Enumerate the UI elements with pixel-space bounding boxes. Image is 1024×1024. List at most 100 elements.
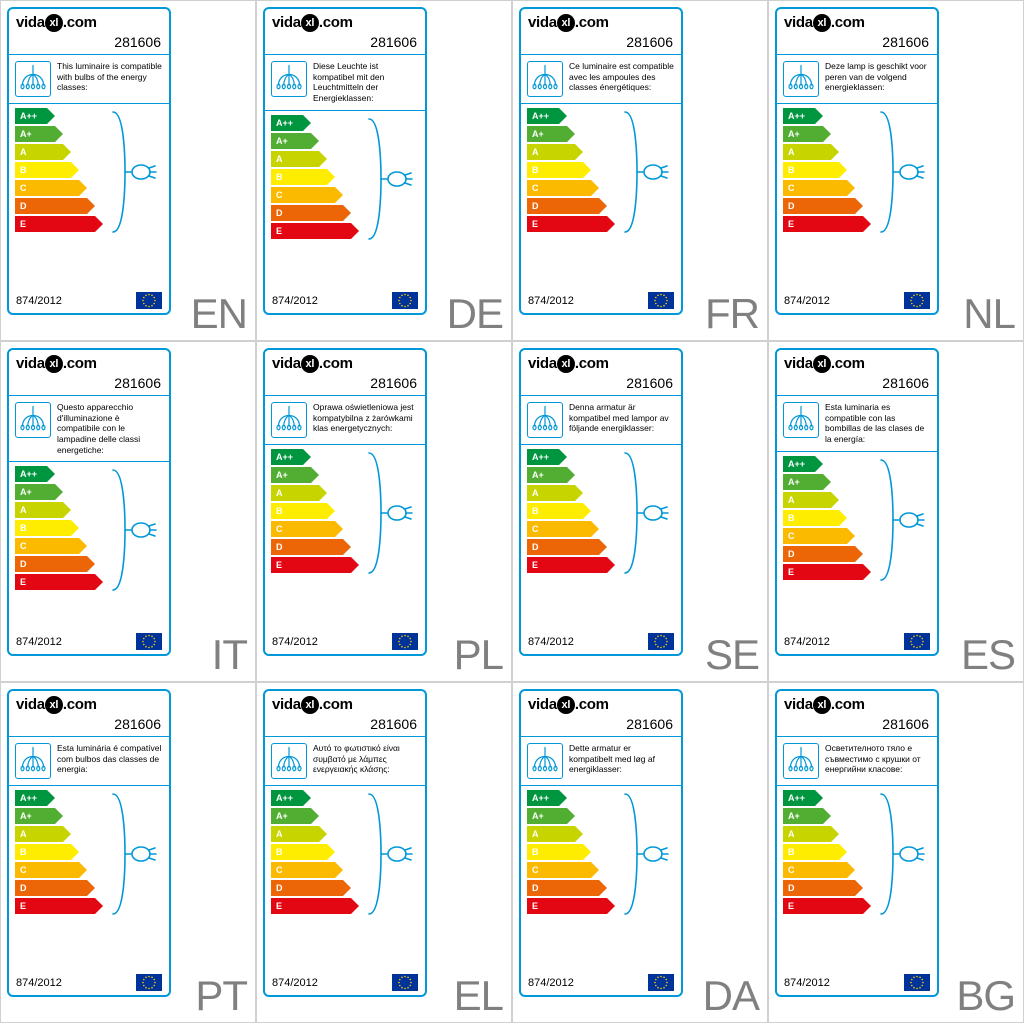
bulb-bracket-icon	[363, 451, 413, 575]
energy-classes-block: A++ A+ A B C D E	[777, 456, 937, 586]
bulb-bracket-icon	[875, 458, 925, 582]
energy-class-arrow: C	[15, 538, 79, 554]
energy-class-arrow: A++	[527, 790, 559, 806]
brand-logo: vidaxl.com	[9, 9, 169, 32]
brand-suffix: .com	[319, 696, 353, 713]
energy-class-letter: A++	[20, 111, 37, 121]
language-code: BG	[956, 972, 1015, 1020]
energy-class-arrow: A	[527, 485, 575, 501]
energy-label-card: vidaxl.com 281606 Diese Leuchte ist komp…	[263, 7, 427, 315]
energy-class-letter: E	[20, 219, 26, 229]
divider	[9, 103, 169, 104]
energy-class-arrow: D	[15, 198, 87, 214]
energy-class-arrow: C	[783, 862, 847, 878]
language-code: ES	[961, 631, 1015, 679]
energy-class-letter: A	[276, 829, 283, 839]
energy-label-cell: vidaxl.com 281606 Deze lamp is geschikt …	[768, 0, 1024, 341]
energy-class-letter: A+	[532, 129, 544, 139]
compatibility-description: Dette armatur er kompatibelt med løg af …	[569, 743, 675, 775]
language-code: NL	[963, 290, 1015, 338]
energy-label-card: vidaxl.com 281606 Ce luminaire est compa…	[519, 7, 683, 315]
energy-class-arrow: C	[527, 521, 591, 537]
energy-class-arrow: A++	[15, 466, 47, 482]
language-code: DA	[703, 972, 759, 1020]
divider	[777, 785, 937, 786]
chandelier-icon	[530, 746, 560, 776]
brand-suffix: .com	[575, 355, 609, 372]
bulb-range-bracket	[619, 451, 669, 575]
bulb-bracket-icon	[875, 792, 925, 916]
model-number: 281606	[777, 714, 937, 736]
regulation-number: 874/2012	[272, 295, 318, 307]
bulb-bracket-icon	[875, 110, 925, 234]
language-code: EN	[191, 290, 247, 338]
energy-class-arrow: C	[527, 180, 591, 196]
energy-class-letter: D	[20, 559, 27, 569]
regulation-number: 874/2012	[784, 295, 830, 307]
energy-class-letter: A+	[20, 129, 32, 139]
energy-classes-block: A++ A+ A B C D E	[9, 466, 169, 596]
energy-label-card: vidaxl.com 281606 Questo apparecchio d'i…	[7, 348, 171, 656]
energy-class-letter: B	[532, 847, 539, 857]
energy-class-arrow: A+	[271, 467, 311, 483]
energy-class-letter: E	[20, 577, 26, 587]
energy-label-cell: vidaxl.com 281606 Oprawa oświetleniowa j…	[256, 341, 512, 682]
energy-class-arrow: A++	[783, 456, 815, 472]
energy-class-letter: A+	[20, 487, 32, 497]
compatibility-description: Ce luminaire est compatible avec les amp…	[569, 61, 675, 93]
energy-class-arrow: E	[271, 898, 351, 914]
language-code: EL	[454, 972, 503, 1020]
energy-arrows: A++ A+ A B C D E	[15, 108, 95, 234]
energy-class-letter: C	[788, 531, 795, 541]
energy-label-card: vidaxl.com 281606 Осветителното тяло е с…	[775, 689, 939, 997]
luminaire-icon-box	[783, 743, 819, 779]
energy-class-arrow: D	[527, 198, 599, 214]
eu-flag-icon	[392, 292, 418, 309]
energy-arrows: A++ A+ A B C D E	[271, 115, 351, 241]
energy-class-letter: A++	[276, 118, 293, 128]
energy-class-letter: E	[532, 560, 538, 570]
energy-class-letter: C	[532, 183, 539, 193]
compatibility-description: Denna armatur är kompatibel med lampor a…	[569, 402, 675, 434]
model-number: 281606	[521, 32, 681, 54]
energy-class-arrow: D	[271, 880, 343, 896]
energy-class-letter: E	[532, 901, 538, 911]
energy-label-cell: vidaxl.com 281606 Esta luminária é compa…	[0, 682, 256, 1023]
energy-class-arrow: E	[15, 574, 95, 590]
energy-arrows: A++ A+ A B C D E	[783, 456, 863, 582]
brand-suffix: .com	[319, 14, 353, 31]
energy-label-card: vidaxl.com 281606 This luminaire is comp…	[7, 7, 171, 315]
brand-suffix: .com	[831, 696, 865, 713]
bulb-range-bracket	[363, 117, 413, 241]
compatibility-description: Esta luminária é compatível com bulbos d…	[57, 743, 163, 775]
energy-class-letter: A++	[20, 793, 37, 803]
divider	[521, 785, 681, 786]
bulb-bracket-icon	[107, 110, 157, 234]
energy-class-letter: A++	[788, 793, 805, 803]
brand-logo: vidaxl.com	[521, 350, 681, 373]
language-code: FR	[705, 290, 759, 338]
energy-class-arrow: A+	[527, 467, 567, 483]
brand-prefix: vida	[272, 355, 301, 372]
eu-flag-icon	[648, 292, 674, 309]
regulation-number: 874/2012	[784, 636, 830, 648]
energy-class-arrow: E	[527, 216, 607, 232]
brand-logo: vidaxl.com	[521, 691, 681, 714]
energy-arrows: A++ A+ A B C D E	[527, 449, 607, 575]
brand-prefix: vida	[528, 14, 557, 31]
bulb-range-bracket	[363, 792, 413, 916]
energy-class-letter: E	[276, 901, 282, 911]
energy-class-arrow: A++	[15, 108, 47, 124]
compatibility-description: Esta luminaria es compatible con las bom…	[825, 402, 931, 445]
model-number: 281606	[9, 373, 169, 395]
energy-classes-block: A++ A+ A B C D E	[265, 449, 425, 579]
energy-class-letter: E	[532, 219, 538, 229]
energy-class-arrow: B	[15, 520, 71, 536]
energy-classes-block: A++ A+ A B C D E	[777, 790, 937, 920]
energy-classes-block: A++ A+ A B C D E	[265, 790, 425, 920]
luminaire-icon-box	[783, 402, 819, 438]
energy-class-arrow: A+	[783, 474, 823, 490]
energy-class-arrow: B	[15, 162, 71, 178]
energy-class-letter: B	[788, 513, 795, 523]
energy-class-arrow: D	[527, 539, 599, 555]
